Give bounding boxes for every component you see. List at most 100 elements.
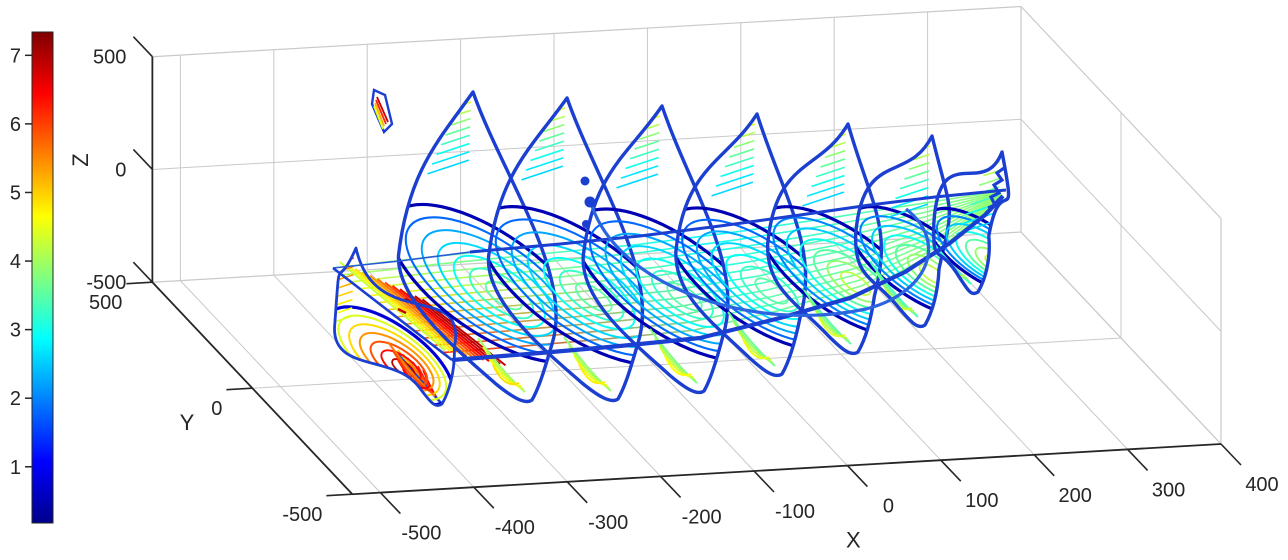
x-tick-label: 300 [1152,479,1185,501]
blade-contour [334,290,354,302]
fan-slice [675,123,806,367]
slab-front-ridge [451,194,1005,363]
colorbar-tick-label: 5 [10,182,21,204]
ring-contour [859,215,950,313]
x-tick-label: -300 [588,512,628,534]
ring-contour [404,216,557,355]
ring-contour [468,267,535,320]
z-tick-label: 500 [93,47,126,69]
rightwall-gridline-z0 [1020,118,1222,332]
fringe-contour [664,355,692,377]
blade-contour [616,173,659,189]
blade-contour [978,177,1000,187]
ring-contour [604,232,729,345]
sliver-contour [373,105,384,130]
x-tick-label: 400 [1245,474,1278,496]
neck-knot [580,176,590,186]
z-tick-label: 0 [115,159,126,181]
blade-contour [440,134,471,146]
y-tick-mark [226,387,253,391]
x-axis-label: X [846,528,861,553]
fringe-contour [392,350,434,394]
colorbar-tick-label: 1 [10,457,21,479]
neck-knot [584,196,596,208]
blade-contour [815,166,846,178]
colorbar-tick-label: 4 [10,251,21,273]
hot-contour-line [391,285,485,361]
sliver-contour [376,96,389,123]
x-tick-label: 100 [965,490,998,512]
blade-contour [829,141,846,149]
blade-contour [334,282,354,292]
ring-contour [812,249,882,310]
fringe-contour [573,354,608,386]
x-tick-label: -400 [495,517,535,539]
hot-contour-line [384,281,479,360]
colorbar-gradient [31,31,54,524]
colorbar-tick-label: 7 [10,45,21,67]
blade-contour [534,140,565,152]
sliver-contour [374,102,385,127]
blade-contour [820,158,846,168]
blade-contour [720,164,754,178]
ring-contour [739,265,799,313]
hot-contour-line [361,271,463,355]
ring-contour [452,254,546,329]
fringe-contour [732,320,774,364]
floor-gridline-y0 [252,337,1122,389]
blade-contour [525,157,564,171]
box-edge-bottom-right [1020,231,1222,445]
sliver-contour [375,99,387,125]
grid-walls [152,5,1222,493]
colorbar-tick-label: 3 [10,320,21,342]
ring-contour [681,218,806,344]
x-plane-slices [333,90,1011,407]
blade-contour [729,148,755,158]
axes: -500 -400 -300 -200 -100 0 100 200 300 400 500 0 -50… [68,36,1279,553]
ring-contour [574,282,613,313]
ring-contour [710,242,806,328]
y-tick-label: -500 [282,504,322,526]
ring-contour [855,205,950,319]
x-tick-mark [846,465,868,488]
blade-contour [806,183,845,197]
blade-contour [629,148,660,160]
blade-contour [431,151,470,165]
ring-contour [526,244,643,340]
x-tick-mark [660,475,682,498]
z-tick-mark [132,261,153,283]
vortex-core-curve [590,205,931,317]
x-tick-label: -200 [682,506,722,528]
blade-contour [733,139,755,149]
blade-contour [811,174,845,188]
colorbar-tick-label: 6 [10,114,21,136]
x-tick-label: -500 [401,523,441,545]
blade-contour [715,173,754,187]
blade-contour [895,186,929,200]
x-tick-mark [753,470,775,493]
fringe-contour [737,329,772,361]
x-tick-mark [1220,443,1242,466]
hot-speck [397,307,407,315]
ring-contour [772,216,882,331]
y-tick-mark [126,281,153,285]
x-tick-label: -100 [775,501,815,523]
fringe-contour [482,346,524,390]
x-tick-mark [566,481,588,504]
blade-contour [634,140,660,150]
blade-contour [913,153,930,161]
x-tick-mark [379,492,401,515]
fan-rim [931,150,1011,296]
blade-contour [724,156,755,168]
z-axis-label: Z [68,153,93,166]
fan-rim [766,122,884,356]
x-tick-label: 0 [883,496,894,518]
ring-contour [675,206,806,352]
blade-contour [334,315,353,331]
blade-contour [436,142,470,156]
blade-contour [711,181,754,197]
y-tick-mark [326,493,353,497]
colorbar-tick-label: 2 [10,388,21,410]
fringe-contour [880,280,915,312]
